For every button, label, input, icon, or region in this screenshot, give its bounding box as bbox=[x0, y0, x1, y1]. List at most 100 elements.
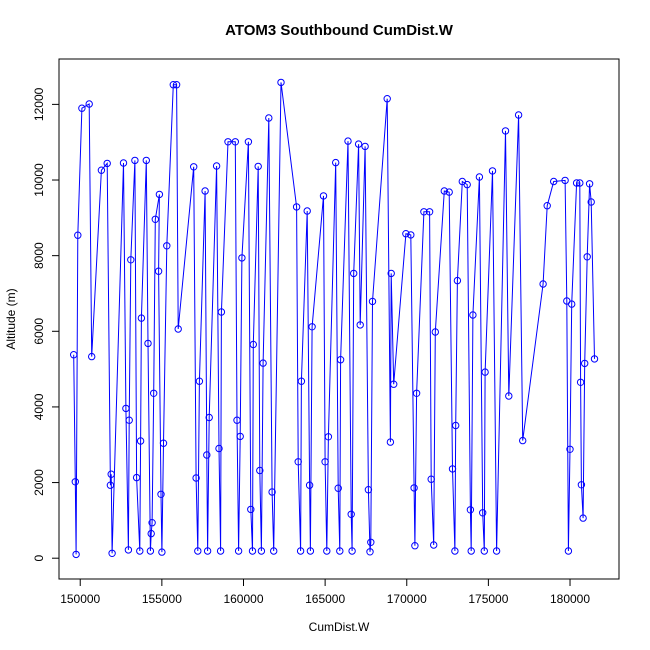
data-point bbox=[390, 380, 398, 388]
data-point bbox=[561, 176, 569, 185]
data-point bbox=[203, 451, 211, 459]
data-point bbox=[354, 140, 363, 148]
data-point bbox=[231, 138, 240, 146]
data-point bbox=[303, 207, 311, 215]
data-point bbox=[566, 445, 574, 453]
y-tick-label: 12000 bbox=[32, 87, 46, 121]
data-point bbox=[132, 473, 141, 482]
data-point bbox=[108, 549, 116, 557]
data-point bbox=[581, 359, 589, 368]
data-point bbox=[324, 433, 333, 441]
data-point bbox=[148, 519, 156, 527]
data-point bbox=[539, 280, 547, 288]
y-tick-label: 10000 bbox=[32, 163, 46, 197]
data-point bbox=[319, 192, 328, 200]
data-point bbox=[550, 177, 558, 186]
data-point bbox=[501, 127, 510, 135]
data-point bbox=[425, 208, 434, 216]
data-point bbox=[347, 510, 355, 518]
data-point bbox=[410, 484, 418, 492]
x-tick-label: 150000 bbox=[60, 592, 100, 606]
data-point bbox=[367, 538, 375, 546]
x-tick-label: 170000 bbox=[387, 592, 427, 606]
data-point bbox=[323, 547, 331, 555]
data-point bbox=[348, 547, 356, 555]
data-point bbox=[78, 104, 86, 112]
data-point bbox=[216, 547, 225, 555]
data-point bbox=[124, 546, 133, 554]
data-point bbox=[205, 413, 213, 422]
data-point bbox=[585, 180, 594, 188]
data-point bbox=[88, 352, 96, 361]
data-point bbox=[217, 308, 226, 316]
data-point bbox=[277, 78, 285, 87]
data-point bbox=[270, 547, 278, 555]
data-point bbox=[249, 340, 258, 349]
data-point bbox=[201, 187, 209, 195]
data-point bbox=[480, 547, 488, 555]
data-point bbox=[366, 548, 374, 556]
y-tick-label: 6000 bbox=[32, 318, 46, 345]
data-point bbox=[577, 481, 586, 489]
data-point bbox=[155, 190, 164, 199]
data-point bbox=[440, 187, 448, 195]
data-point bbox=[195, 377, 204, 385]
y-tick-label: 2000 bbox=[32, 469, 46, 496]
data-point bbox=[163, 242, 171, 250]
data-point bbox=[514, 111, 523, 119]
data-point bbox=[215, 444, 223, 453]
data-point bbox=[137, 314, 146, 322]
data-point bbox=[475, 173, 484, 181]
data-point bbox=[159, 439, 168, 447]
data-point bbox=[257, 547, 266, 555]
data-point bbox=[158, 548, 166, 556]
data-point bbox=[194, 547, 202, 555]
x-axis: 150000 155000 160000 165000 170000 175000 1800… bbox=[60, 578, 590, 606]
data-point bbox=[265, 114, 273, 122]
data-point bbox=[407, 231, 415, 239]
data-point bbox=[479, 509, 487, 517]
data-point bbox=[445, 188, 453, 196]
data-point bbox=[294, 458, 302, 466]
data-point bbox=[172, 81, 181, 89]
data-point bbox=[125, 416, 133, 424]
data-point bbox=[292, 203, 301, 211]
chart-title: ATOM3 Southbound CumDist.W bbox=[225, 22, 454, 39]
data-point bbox=[332, 158, 340, 167]
data-point bbox=[420, 208, 428, 216]
data-point bbox=[466, 506, 475, 514]
y-axis: 0 2000 4000 6000 8000 10000 12000 bbox=[32, 87, 60, 562]
data-point bbox=[576, 179, 584, 187]
data-point bbox=[74, 231, 82, 239]
data-point bbox=[248, 547, 257, 555]
data-point bbox=[296, 547, 305, 555]
data-point bbox=[238, 254, 246, 262]
data-point bbox=[453, 276, 462, 285]
data-point bbox=[131, 156, 139, 165]
data-point bbox=[383, 95, 391, 103]
data-point bbox=[431, 328, 439, 336]
data-point bbox=[174, 325, 182, 333]
data-point bbox=[356, 321, 364, 329]
data-point bbox=[107, 470, 115, 478]
data-point bbox=[505, 392, 513, 400]
data-point bbox=[122, 404, 130, 413]
data-point bbox=[146, 547, 155, 555]
data-point bbox=[336, 547, 344, 555]
x-tick-label: 165000 bbox=[305, 592, 345, 606]
data-point bbox=[106, 481, 115, 489]
data-point bbox=[402, 230, 410, 238]
data-point bbox=[411, 542, 419, 550]
data-point bbox=[451, 547, 459, 555]
data-point bbox=[336, 356, 345, 364]
data-point bbox=[142, 156, 151, 165]
data-point bbox=[488, 167, 497, 175]
data-point bbox=[344, 137, 352, 145]
data-point bbox=[236, 432, 244, 441]
data-point bbox=[519, 436, 527, 445]
data-point bbox=[233, 416, 241, 424]
y-tick-label: 0 bbox=[32, 555, 46, 562]
data-point bbox=[169, 81, 178, 89]
data-point bbox=[469, 311, 477, 319]
